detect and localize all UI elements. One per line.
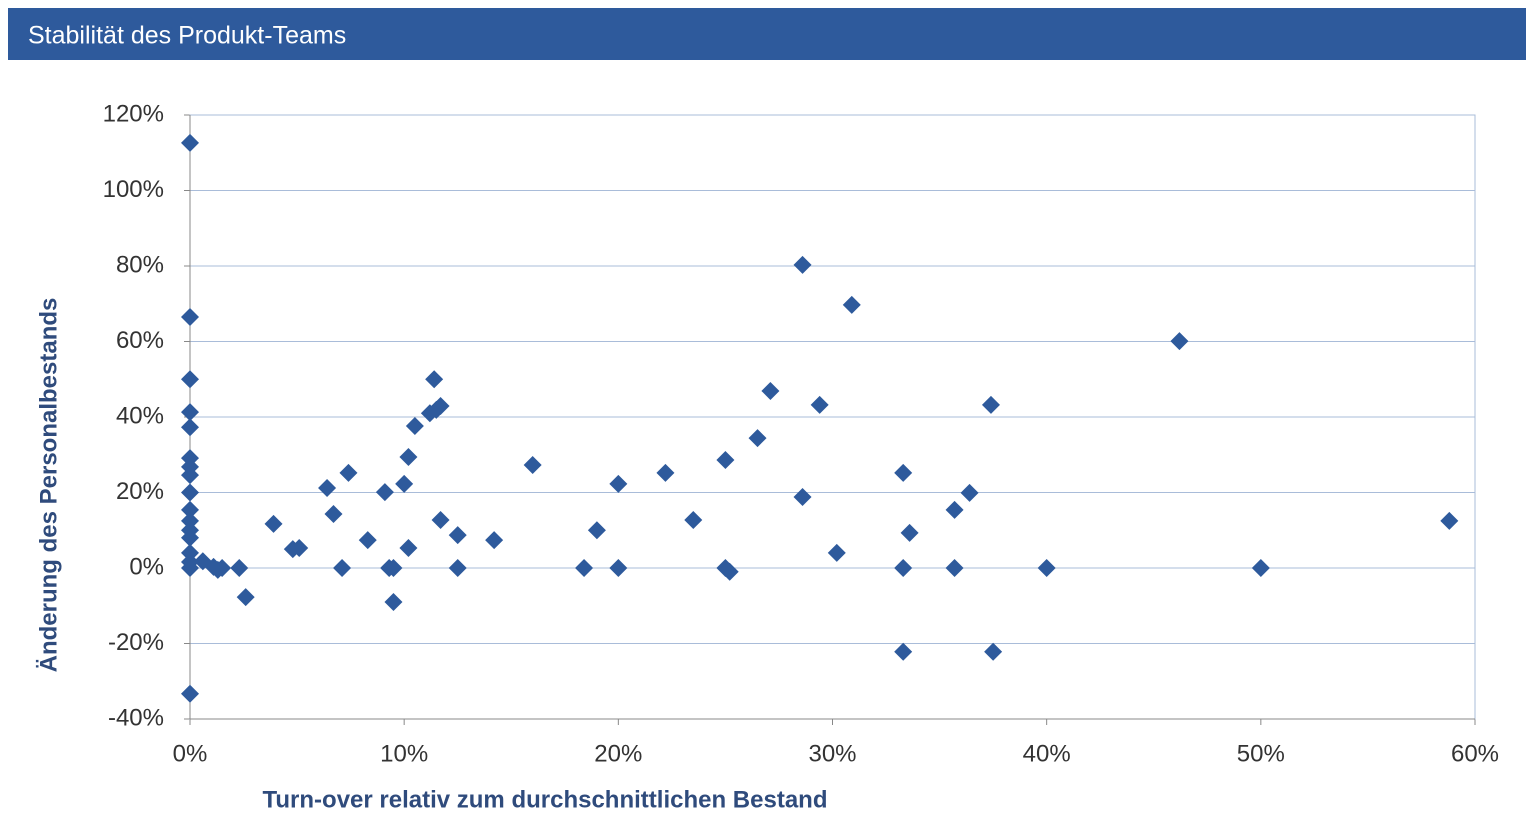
point (894, 463, 913, 482)
point (945, 500, 964, 519)
y-tick-label: -20% (108, 629, 164, 656)
point (181, 370, 199, 389)
point (181, 133, 199, 152)
point (894, 559, 913, 577)
point (984, 642, 1003, 661)
x-tick-label: 50% (1237, 740, 1285, 767)
point (587, 521, 606, 540)
point (213, 559, 232, 577)
point (181, 403, 199, 422)
point (485, 531, 504, 550)
point (358, 531, 377, 550)
point (575, 559, 594, 577)
point (264, 514, 283, 533)
point (900, 523, 919, 542)
point (1251, 559, 1270, 577)
point (894, 642, 913, 661)
point (431, 397, 450, 416)
point (609, 559, 628, 577)
header-bar (8, 8, 1526, 60)
y-tick-label: 80% (116, 251, 164, 278)
point (230, 559, 249, 577)
x-axis-title: Turn-over relativ zum durchschnittlichen… (263, 786, 828, 813)
y-tick-label: 20% (116, 478, 164, 505)
point (181, 418, 199, 437)
point (181, 528, 199, 547)
point (720, 562, 739, 581)
point (981, 395, 1000, 414)
point (405, 417, 424, 436)
y-tick-label: 100% (103, 176, 164, 203)
point (333, 559, 352, 577)
point (181, 559, 199, 577)
point (181, 511, 199, 530)
point (399, 448, 418, 467)
point (384, 592, 403, 611)
point (523, 455, 542, 474)
x-tick-label: 0% (173, 740, 208, 767)
point (339, 463, 358, 482)
point (181, 500, 199, 519)
point (181, 307, 199, 326)
point (1037, 559, 1056, 577)
point (684, 511, 703, 530)
point (425, 370, 444, 389)
x-tick-label: 60% (1451, 740, 1499, 767)
y-tick-label: 60% (116, 327, 164, 354)
y-tick-label: -40% (108, 704, 164, 731)
point (290, 538, 309, 557)
point (609, 474, 628, 493)
point (748, 429, 767, 448)
point (448, 526, 467, 545)
point (1440, 511, 1459, 530)
x-tick-label: 30% (808, 740, 856, 767)
point (236, 588, 255, 607)
point (181, 483, 199, 502)
y-tick-label: 0% (129, 553, 164, 580)
point (842, 295, 861, 314)
x-tick-label: 40% (1023, 740, 1071, 767)
point (384, 559, 403, 577)
point (793, 255, 812, 274)
point (761, 381, 780, 400)
point (324, 505, 343, 524)
y-tick-label: 120% (103, 100, 164, 127)
point (793, 488, 812, 507)
point (960, 483, 979, 502)
point (375, 483, 394, 502)
point (656, 463, 675, 482)
chart-title: Stabilität des Produkt-Teams (28, 22, 346, 50)
point (448, 559, 467, 577)
point (1170, 332, 1189, 351)
point (431, 511, 450, 530)
y-axis-title: Änderung des Personalbestands (35, 298, 62, 673)
point (181, 684, 199, 703)
x-tick-label: 10% (380, 740, 428, 767)
point (181, 466, 199, 485)
point (181, 543, 199, 562)
point (716, 451, 735, 470)
point (810, 395, 829, 414)
point (399, 538, 418, 557)
point (945, 559, 964, 577)
point (318, 478, 337, 497)
point (827, 543, 846, 562)
x-tick-label: 20% (594, 740, 642, 767)
y-tick-label: 40% (116, 402, 164, 429)
point (395, 474, 414, 493)
